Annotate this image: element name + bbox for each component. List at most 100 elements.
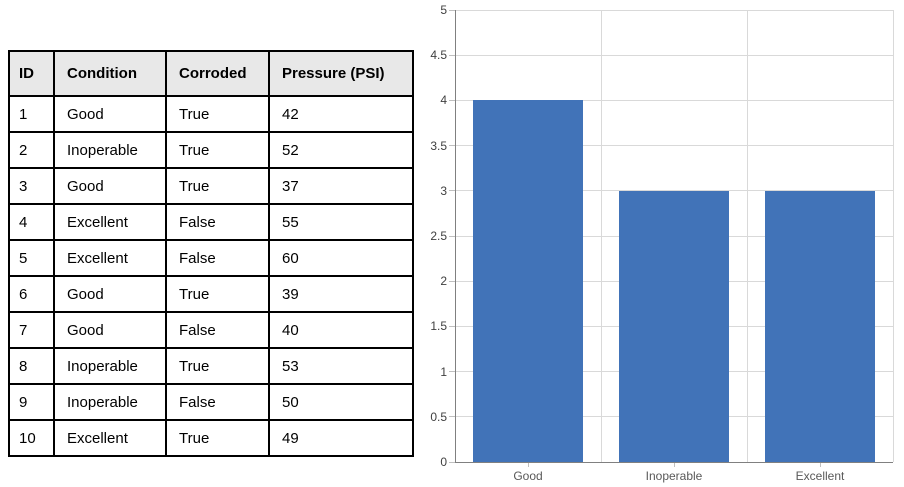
table-cell: False	[165, 203, 270, 241]
table-cell: True	[165, 275, 270, 313]
bar-inoperable	[619, 190, 729, 462]
table-cell: Excellent	[53, 203, 167, 241]
y-axis-tick	[449, 235, 455, 237]
y-axis-tick	[449, 54, 455, 56]
y-tick-label: 1.5	[430, 319, 447, 334]
y-axis-tick	[449, 371, 455, 373]
bar-excellent	[765, 190, 875, 462]
table-cell: 9	[8, 383, 55, 421]
table-row: 1 Good True 42	[8, 95, 414, 133]
y-tick-label: 3	[440, 183, 447, 198]
column-header-condition: Condition	[53, 50, 167, 97]
table-cell: 10	[8, 419, 55, 457]
table-cell: 8	[8, 347, 55, 385]
gridline	[455, 9, 893, 11]
table-cell: 42	[268, 95, 414, 133]
gridline	[455, 54, 893, 56]
bar-good	[473, 100, 583, 462]
table-cell: Good	[53, 311, 167, 349]
table-cell: 3	[8, 167, 55, 205]
x-tick-label: Excellent	[795, 469, 845, 483]
column-header-id: ID	[8, 50, 55, 97]
table-cell: 37	[268, 167, 414, 205]
table-cell: Inoperable	[53, 383, 167, 421]
column-header-corroded: Corroded	[165, 50, 270, 97]
pipe-data-table-region: ID Condition Corroded Pressure (PSI) 1 Good T…	[8, 50, 414, 457]
gridline	[600, 10, 602, 462]
table-cell: Excellent	[53, 239, 167, 277]
table-cell: 53	[268, 347, 414, 385]
table-cell: True	[165, 131, 270, 169]
y-axis-tick	[449, 416, 455, 418]
table-cell: True	[165, 95, 270, 133]
table-cell: 39	[268, 275, 414, 313]
table-body: 1 Good True 42 2 Inoperable True 52 3 Good True 37 4…	[8, 95, 414, 457]
gridline	[746, 10, 748, 462]
table-row: 8 Inoperable True 53	[8, 347, 414, 385]
y-tick-label: 0	[440, 455, 447, 469]
column-header-pressure: Pressure (PSI)	[268, 50, 414, 97]
table-cell: 1	[8, 95, 55, 133]
table-header-row: ID Condition Corroded Pressure (PSI)	[8, 50, 414, 97]
table-row: 6 Good True 39	[8, 275, 414, 313]
x-tick-label: Inoperable	[645, 469, 703, 483]
table-cell: 60	[268, 239, 414, 277]
y-tick-label: 1	[440, 364, 447, 379]
table-cell: False	[165, 239, 270, 277]
table-row: 3 Good True 37	[8, 167, 414, 205]
gridline	[455, 145, 893, 147]
table-cell: Inoperable	[53, 347, 167, 385]
table-cell: True	[165, 419, 270, 457]
gridline	[892, 10, 894, 462]
x-tick-label: Good	[513, 469, 543, 483]
table-cell: 55	[268, 203, 414, 241]
y-axis-line	[455, 10, 456, 463]
x-axis-tick	[673, 463, 675, 467]
y-tick-label: 4	[440, 93, 447, 108]
table-cell: True	[165, 167, 270, 205]
y-tick-label: 0.5	[430, 409, 447, 424]
table-cell: False	[165, 383, 270, 421]
table-cell: Inoperable	[53, 131, 167, 169]
y-tick-label: 3.5	[430, 138, 447, 153]
table-cell: 2	[8, 131, 55, 169]
y-tick-label: 2.5	[430, 229, 447, 243]
table-cell: 5	[8, 239, 55, 277]
table-cell: 49	[268, 419, 414, 457]
y-axis-tick	[449, 145, 455, 147]
x-axis-tick	[819, 463, 821, 467]
y-axis-tick	[449, 99, 455, 101]
y-tick-label: 2	[440, 274, 447, 289]
table-row: 2 Inoperable True 52	[8, 131, 414, 169]
table-cell: True	[165, 347, 270, 385]
x-axis-line	[455, 462, 893, 463]
table-cell: Good	[53, 275, 167, 313]
gridline	[455, 99, 893, 101]
bar-chart: 0 0.5 1 1.5 2 2.5 3 3.5 4 4.5 5 Good Inoperable Excel…	[430, 0, 904, 487]
y-axis-tick	[449, 280, 455, 282]
y-axis-tick	[449, 190, 455, 192]
table-header-row: ID Condition Corroded Pressure (PSI)	[8, 50, 414, 97]
table-cell: 7	[8, 311, 55, 349]
table-cell: 52	[268, 131, 414, 169]
table-row: 7 Good False 40	[8, 311, 414, 349]
x-axis-tick	[527, 463, 529, 467]
table-cell: 6	[8, 275, 55, 313]
table-row: 10 Excellent True 49	[8, 419, 414, 457]
table-row: 5 Excellent False 60	[8, 239, 414, 277]
table-cell: Excellent	[53, 419, 167, 457]
table-cell: Good	[53, 95, 167, 133]
table-row: 9 Inoperable False 50	[8, 383, 414, 421]
table-cell: 50	[268, 383, 414, 421]
y-tick-label: 5	[440, 3, 447, 17]
y-axis-tick	[449, 9, 455, 11]
table-cell: 40	[268, 311, 414, 349]
y-tick-label: 4.5	[430, 48, 447, 63]
table-row: 4 Excellent False 55	[8, 203, 414, 241]
pipe-data-table: ID Condition Corroded Pressure (PSI) 1 Good T…	[8, 50, 414, 457]
table-cell: Good	[53, 167, 167, 205]
table-cell: False	[165, 311, 270, 349]
table-cell: 4	[8, 203, 55, 241]
y-axis-tick	[449, 461, 455, 463]
